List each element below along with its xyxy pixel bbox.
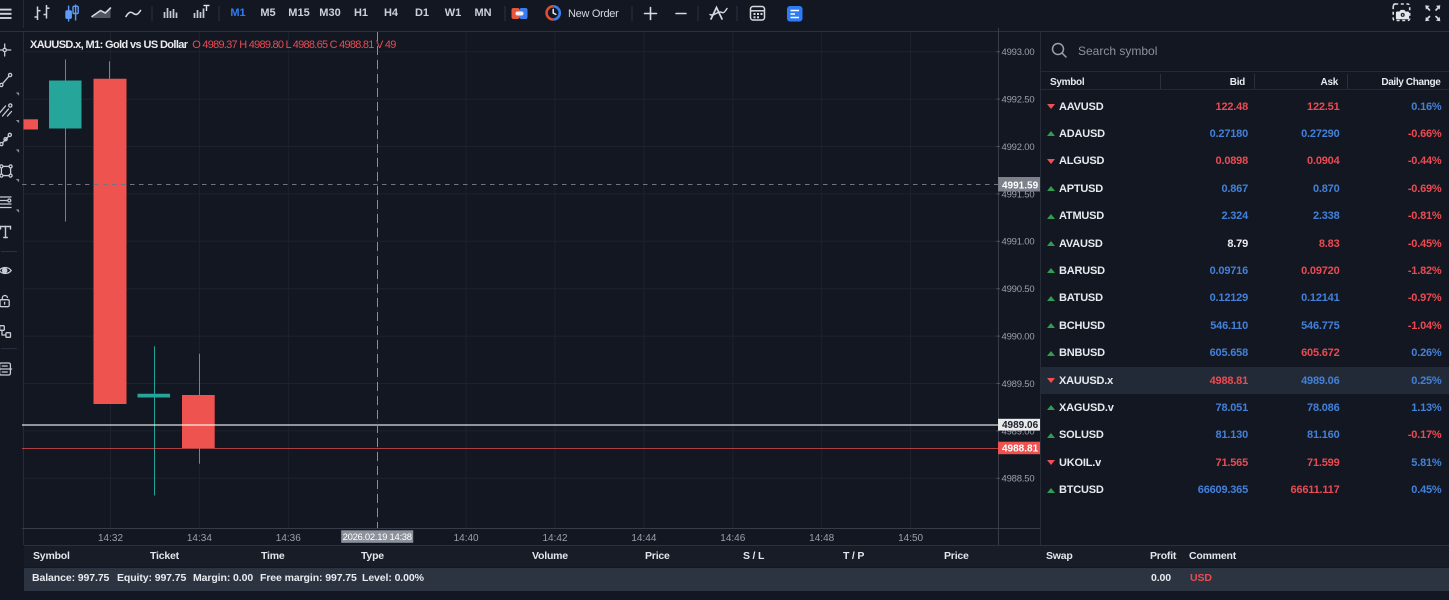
svg-text:New Order: New Order [568, 8, 619, 20]
svg-text:14:34: 14:34 [187, 533, 212, 544]
svg-text:14:50: 14:50 [898, 533, 923, 544]
svg-text:2026.02.19 14:38: 2026.02.19 14:38 [343, 532, 412, 543]
svg-text:4990.00: 4990.00 [1002, 332, 1035, 343]
svg-text:4990.50: 4990.50 [1002, 284, 1035, 295]
svg-text:4993.00: 4993.00 [1002, 47, 1035, 58]
svg-text:4988.50: 4988.50 [1002, 474, 1035, 485]
svg-text:4991.59: 4991.59 [1002, 180, 1039, 191]
svg-text:4989.50: 4989.50 [1002, 379, 1035, 390]
svg-text:XAUUSD.x, M1: Gold vs US Dolla: XAUUSD.x, M1: Gold vs US Dollar [30, 39, 189, 51]
svg-text:14:40: 14:40 [454, 533, 479, 544]
svg-text:14:36: 14:36 [276, 533, 301, 544]
svg-text:14:48: 14:48 [809, 533, 834, 544]
svg-text:O 4989.37 H 4989.80 L 4988.65: O 4989.37 H 4989.80 L 4988.65 C 4988.81 … [192, 39, 396, 51]
svg-text:14:32: 14:32 [98, 533, 123, 544]
svg-text:4989.06: 4989.06 [1002, 420, 1039, 431]
svg-text:4988.81: 4988.81 [1002, 443, 1039, 454]
svg-text:14:46: 14:46 [720, 533, 745, 544]
svg-text:14:44: 14:44 [631, 533, 656, 544]
svg-text:4992.00: 4992.00 [1002, 142, 1035, 153]
svg-text:14:42: 14:42 [542, 533, 567, 544]
svg-text:4989.00: 4989.00 [1002, 426, 1035, 437]
svg-text:4992.50: 4992.50 [1002, 95, 1035, 106]
svg-text:4991.50: 4991.50 [1002, 189, 1035, 200]
svg-text:4991.00: 4991.00 [1002, 237, 1035, 248]
